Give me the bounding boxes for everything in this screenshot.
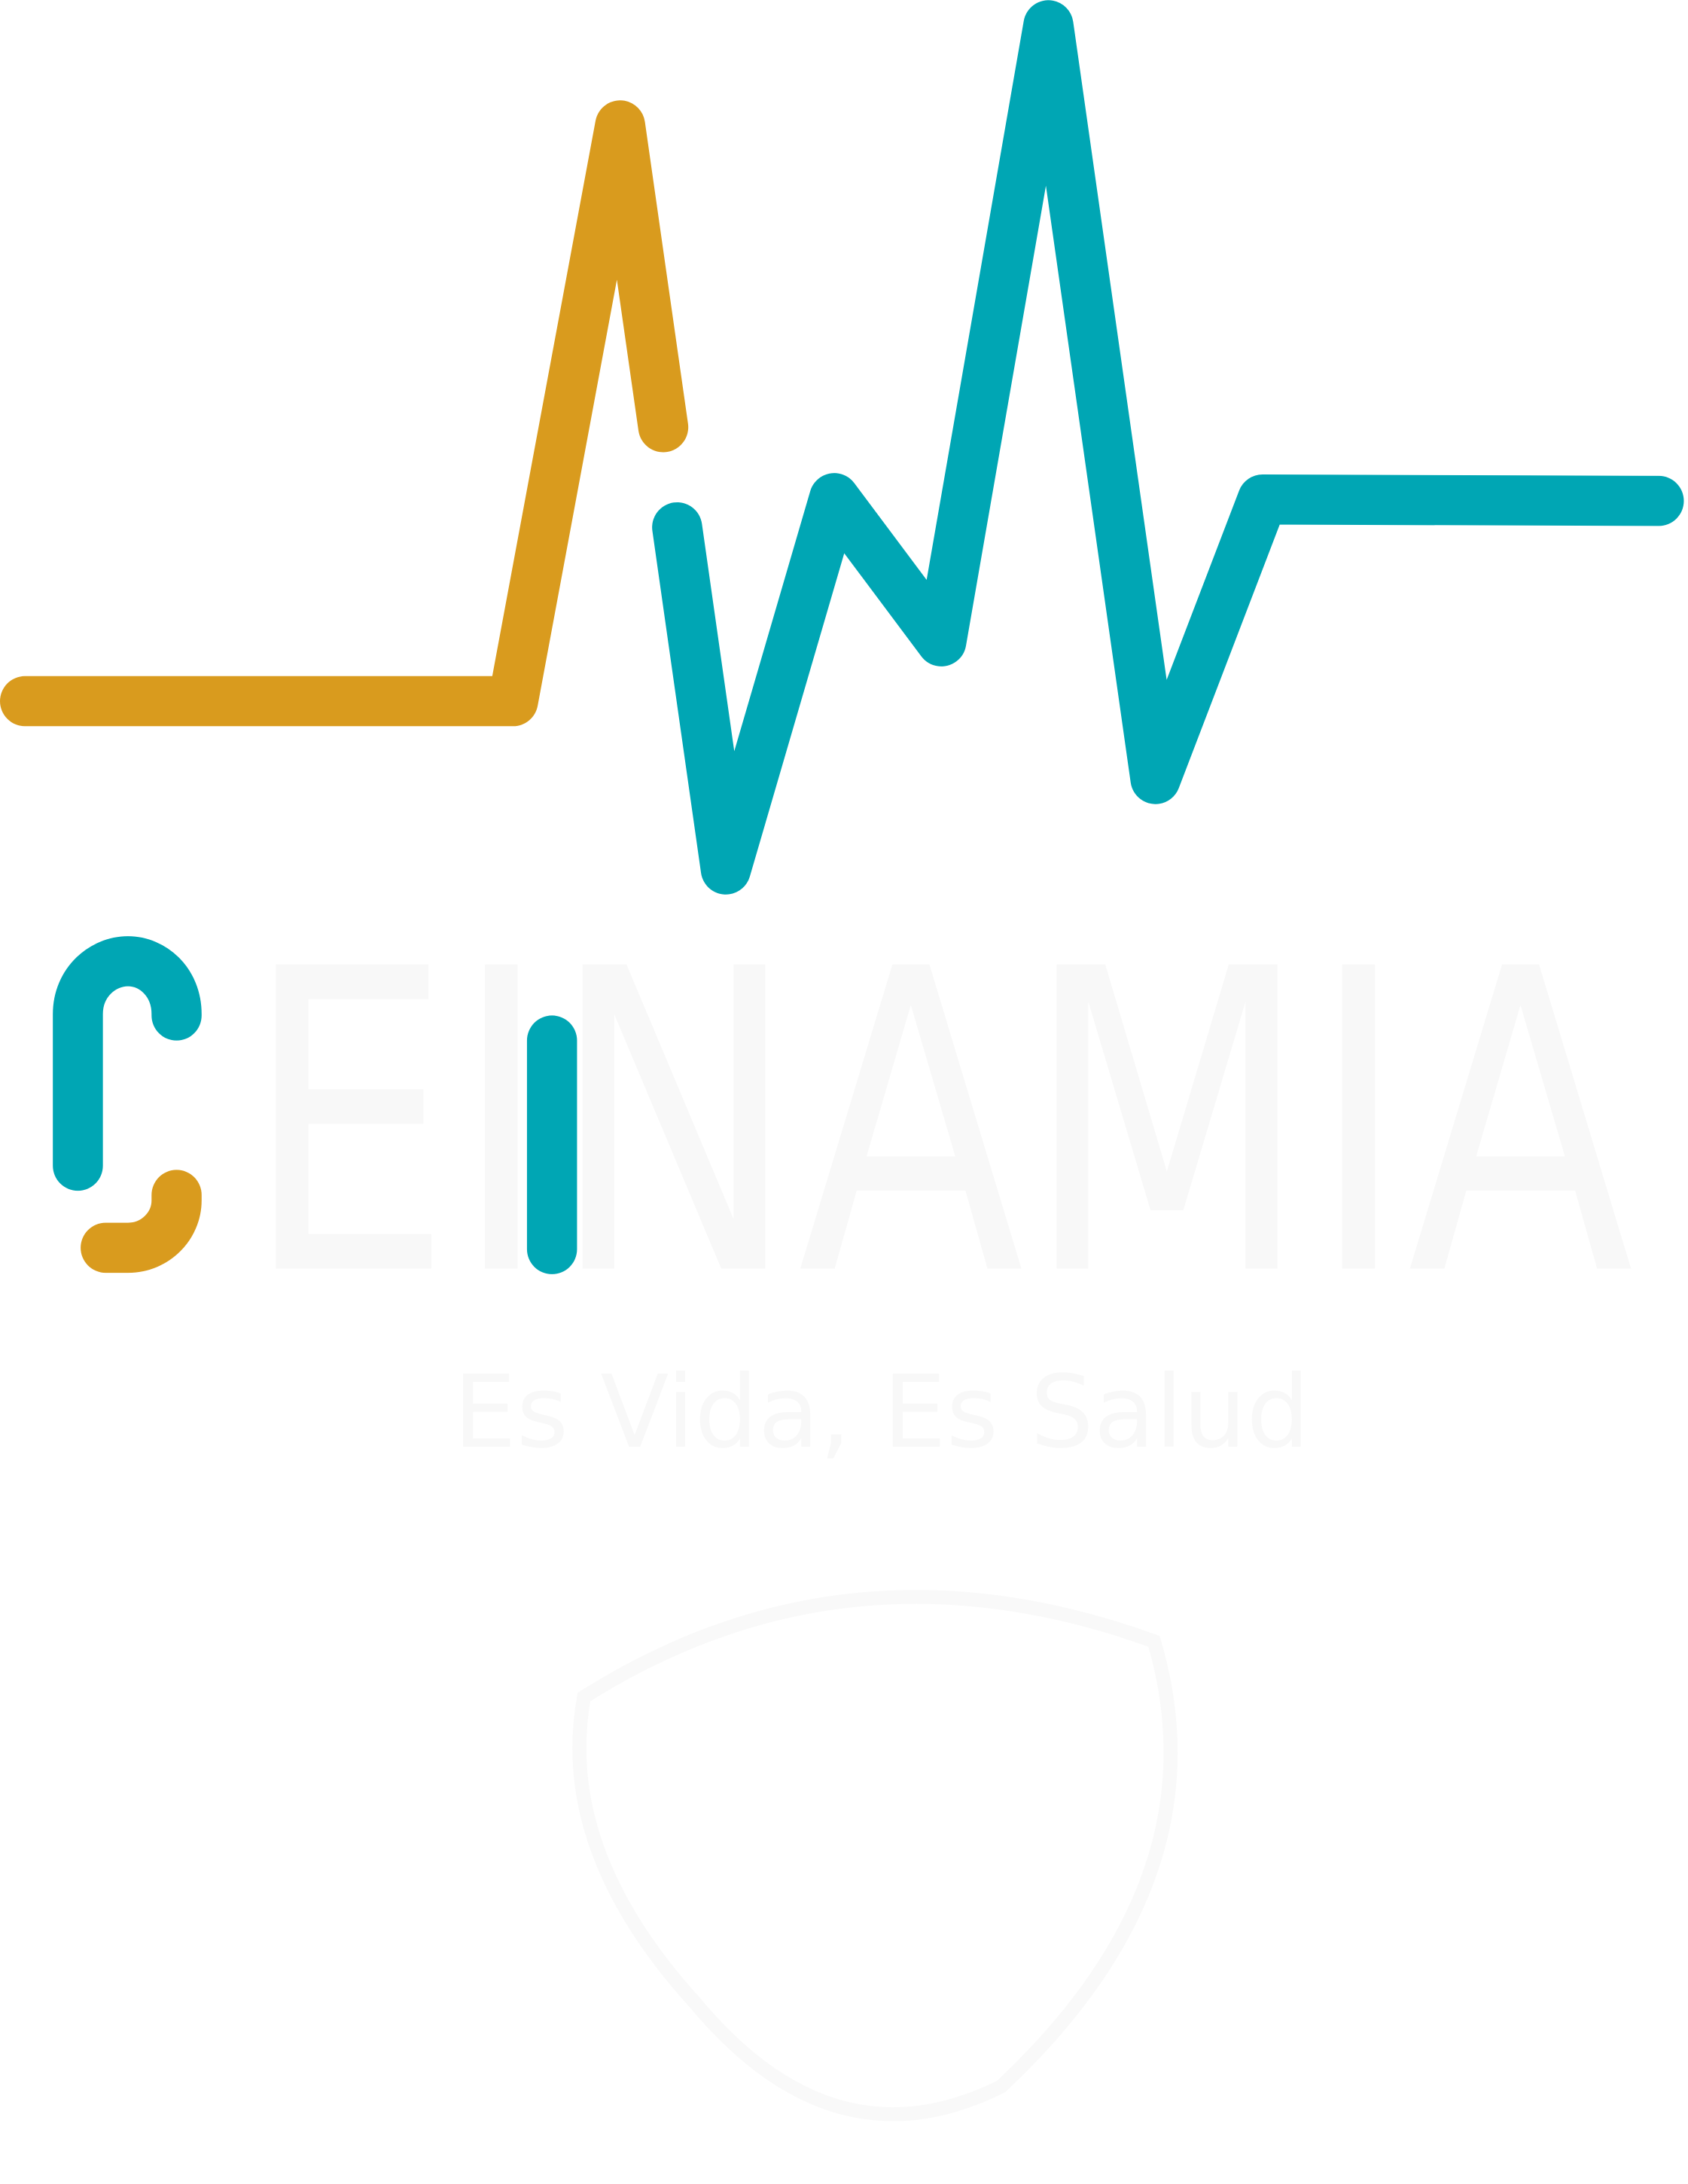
c-mark (53, 936, 577, 1274)
tagline: Es Vida, Es Salud (453, 1355, 1310, 1471)
emblem-outline (572, 1590, 1178, 2121)
c-bottom (81, 1170, 202, 1273)
pulse-teal (652, 0, 1684, 895)
pulse-line (0, 0, 1684, 895)
pulse-orange (0, 100, 689, 727)
wordmark: EINAMIA (243, 882, 1635, 1368)
c-top (53, 936, 202, 1191)
emblem (572, 1590, 1178, 2121)
